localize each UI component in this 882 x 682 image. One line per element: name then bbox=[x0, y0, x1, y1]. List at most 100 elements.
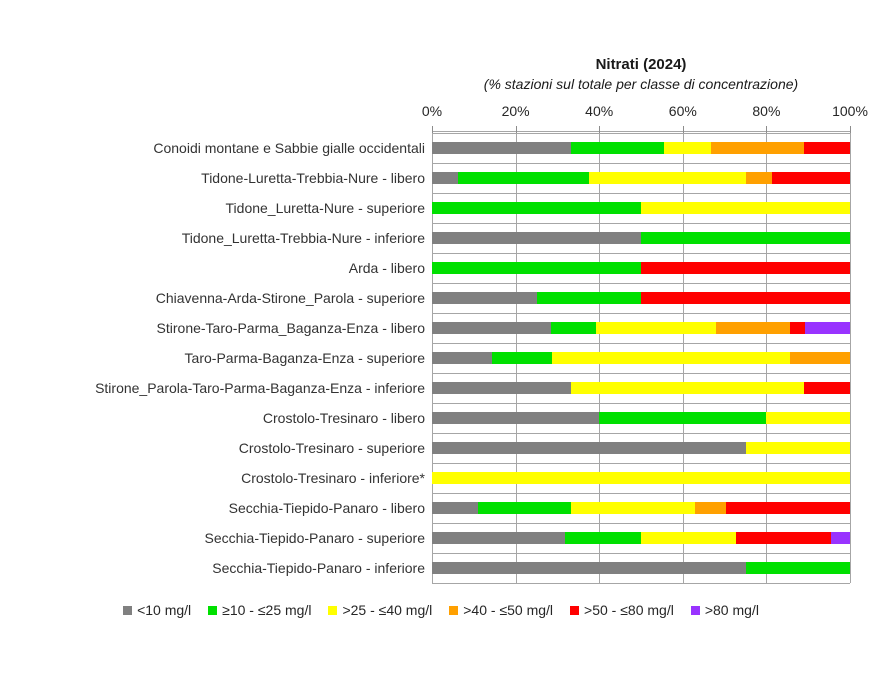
bar-segment bbox=[715, 322, 791, 334]
bar-row bbox=[432, 532, 850, 544]
bar-segment bbox=[596, 322, 716, 334]
category-label: Conoidi montane e Sabbie gialle occident… bbox=[153, 140, 425, 156]
bar-segment bbox=[640, 532, 736, 544]
bar-segment bbox=[432, 472, 850, 484]
x-axis-tick-mark bbox=[432, 126, 433, 137]
bar-row bbox=[432, 442, 850, 454]
horizontal-gridline bbox=[432, 223, 850, 224]
bar-segment bbox=[641, 232, 850, 244]
bar-segment bbox=[664, 142, 711, 154]
plot-area bbox=[432, 133, 851, 584]
bar-segment bbox=[571, 142, 665, 154]
category-label: Stirone-Taro-Parma_Baganza-Enza - libero bbox=[156, 320, 425, 336]
bar-segment bbox=[432, 562, 746, 574]
x-axis-tick-mark bbox=[515, 126, 517, 137]
bar-segment bbox=[551, 352, 791, 364]
legend-item: >40 - ≤50 mg/l bbox=[449, 602, 553, 618]
x-axis-tick-label: 60% bbox=[668, 103, 697, 119]
bar-segment bbox=[745, 442, 850, 454]
bar-segment bbox=[432, 382, 572, 394]
bar-segment bbox=[641, 262, 850, 274]
bar-segment bbox=[432, 442, 746, 454]
bar-segment bbox=[432, 262, 641, 274]
bar-segment bbox=[432, 232, 641, 244]
horizontal-gridline bbox=[432, 583, 850, 584]
bar-segment bbox=[710, 142, 804, 154]
legend-item: >80 mg/l bbox=[690, 602, 759, 618]
horizontal-gridline bbox=[432, 553, 850, 554]
bar-segment bbox=[432, 322, 552, 334]
x-axis-tick-label: 0% bbox=[421, 103, 443, 119]
x-axis-tick-mark bbox=[850, 126, 851, 137]
bar-segment bbox=[432, 202, 641, 214]
bar-row bbox=[432, 502, 850, 514]
bar-row bbox=[432, 352, 850, 364]
bar-segment bbox=[588, 172, 746, 184]
legend-item: >25 - ≤40 mg/l bbox=[328, 602, 432, 618]
bar-segment bbox=[831, 532, 850, 544]
legend-label: >25 - ≤40 mg/l bbox=[342, 602, 433, 618]
category-label: Crostolo-Tresinaro - inferiore* bbox=[241, 470, 425, 486]
bar-segment bbox=[536, 292, 641, 304]
legend-swatch bbox=[208, 605, 218, 615]
bar-segment bbox=[432, 412, 600, 424]
bar-segment bbox=[432, 292, 537, 304]
bar-segment bbox=[571, 502, 696, 514]
chart-subtitle: (% stazioni sul totale per classe di con… bbox=[483, 76, 799, 92]
horizontal-gridline bbox=[432, 253, 850, 254]
bar-segment bbox=[695, 502, 727, 514]
bar-segment bbox=[726, 502, 850, 514]
bar-segment bbox=[432, 532, 565, 544]
legend-item: <10 mg/l bbox=[123, 602, 191, 618]
x-axis-tick-mark bbox=[766, 126, 768, 137]
bar-segment bbox=[551, 322, 597, 334]
bar-segment bbox=[458, 172, 589, 184]
bar-row bbox=[432, 232, 850, 244]
horizontal-gridline bbox=[432, 403, 850, 404]
category-label: Crostolo-Tresinaro - libero bbox=[262, 410, 425, 426]
category-label: Tidone_Luretta-Trebbia-Nure - inferiore bbox=[181, 230, 425, 246]
horizontal-gridline bbox=[432, 133, 850, 134]
bar-segment bbox=[599, 412, 767, 424]
bar-row bbox=[432, 472, 850, 484]
bar-row bbox=[432, 172, 850, 184]
legend-label: >40 - ≤50 mg/l bbox=[463, 602, 554, 618]
category-label: Taro-Parma-Baganza-Enza - superiore bbox=[184, 350, 425, 366]
bar-segment bbox=[491, 352, 552, 364]
horizontal-gridline bbox=[432, 343, 850, 344]
bar-row bbox=[432, 262, 850, 274]
horizontal-gridline bbox=[432, 463, 850, 464]
bar-row bbox=[432, 382, 850, 394]
bar-segment bbox=[803, 382, 850, 394]
bar-row bbox=[432, 202, 850, 214]
bar-segment bbox=[641, 292, 850, 304]
legend-item: >50 - ≤80 mg/l bbox=[570, 602, 674, 618]
legend-swatch bbox=[449, 605, 459, 615]
x-axis-tick-mark bbox=[682, 126, 684, 137]
horizontal-gridline bbox=[432, 163, 850, 164]
category-label: Secchia-Tiepido-Panaro - libero bbox=[228, 500, 425, 516]
horizontal-gridline bbox=[432, 283, 850, 284]
bar-row bbox=[432, 412, 850, 424]
category-label: Arda - libero bbox=[348, 260, 425, 276]
x-axis-tick-label: 80% bbox=[752, 103, 781, 119]
legend-label: <10 mg/l bbox=[137, 602, 192, 618]
category-label: Chiavenna-Arda-Stirone_Parola - superior… bbox=[155, 290, 425, 306]
vertical-gridline bbox=[850, 133, 851, 583]
legend-label: >80 mg/l bbox=[704, 602, 759, 618]
horizontal-gridline bbox=[432, 193, 850, 194]
legend-swatch bbox=[328, 605, 338, 615]
category-label: Tidone-Luretta-Trebbia-Nure - libero bbox=[201, 170, 425, 186]
legend-swatch bbox=[123, 605, 133, 615]
x-axis-line bbox=[432, 131, 851, 132]
bar-segment bbox=[432, 502, 479, 514]
legend-swatch bbox=[570, 605, 580, 615]
bar-segment bbox=[745, 562, 850, 574]
legend-label: >50 - ≤80 mg/l bbox=[584, 602, 674, 618]
bar-segment bbox=[771, 172, 850, 184]
bar-segment bbox=[564, 532, 641, 544]
bar-segment bbox=[432, 142, 572, 154]
legend-label: ≥10 - ≤25 mg/l bbox=[222, 602, 312, 618]
chart-title: Nitrati (2024) bbox=[595, 56, 687, 73]
